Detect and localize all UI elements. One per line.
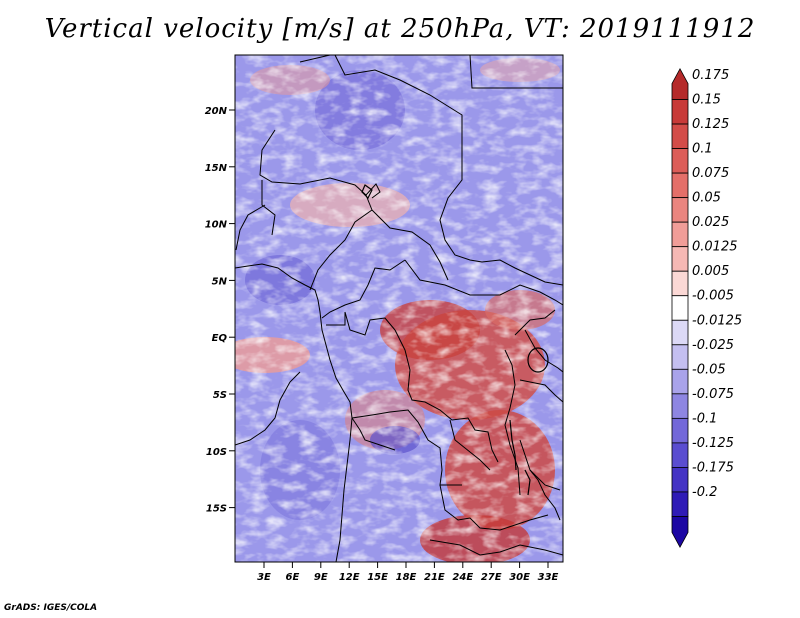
colorbar-label: -0.2	[692, 485, 717, 500]
colorbar-label: 0.15	[692, 93, 721, 108]
lon-label: 9E	[314, 572, 328, 583]
grads-credit: GrADS: IGES/COLA	[4, 603, 98, 613]
lat-label: 15N	[205, 163, 228, 174]
colorbar-label: 0.125	[692, 117, 729, 132]
lon-label: 3E	[257, 572, 271, 583]
lon-label: 12E	[339, 572, 360, 583]
colorbar-segment	[671, 172, 689, 199]
lat-label: 10S	[206, 447, 227, 458]
colorbar-label: -0.005	[692, 289, 734, 304]
colorbar-segment	[671, 221, 689, 248]
colorbar-segment	[671, 148, 689, 174]
colorbar-label: -0.025	[692, 338, 734, 353]
colorbar-segment	[671, 99, 689, 125]
colorbar-segment	[671, 197, 689, 223]
colorbar-segment	[671, 467, 689, 493]
colorbar-label: -0.125	[692, 436, 734, 451]
longitude-axis: 3E 6E 9E 12E 15E 18E 21E 24E 27E 30E 33E	[257, 562, 559, 583]
colorbar-label: 0.175	[692, 68, 729, 83]
colorbar-segment	[671, 319, 689, 346]
colorbar-segment	[671, 368, 689, 395]
lat-label: 5S	[213, 390, 227, 401]
colorbar-label: 0.1	[692, 142, 713, 157]
lat-label: 10N	[205, 220, 228, 231]
colorbar-label: -0.0125	[692, 313, 742, 328]
colorbar-segment	[671, 344, 689, 370]
lon-label: 24E	[452, 572, 473, 583]
colorbar-label: -0.075	[692, 387, 734, 402]
lakes	[361, 184, 549, 496]
lon-label: 33E	[538, 572, 559, 583]
colorbar: 0.175 0.15 0.125 0.1 0.075 0.05 0.025 0.0125 0.0…	[671, 68, 742, 548]
colorbar-segment	[671, 417, 689, 444]
colorbar-label: -0.175	[692, 460, 734, 475]
lon-label: 27E	[481, 572, 502, 583]
colorbar-label: 0.05	[692, 191, 721, 206]
colorbar-label: -0.1	[692, 411, 717, 426]
lon-label: 30E	[509, 572, 530, 583]
colorbar-segment	[671, 491, 689, 517]
colorbar-label: 0.005	[692, 264, 729, 279]
map-title: Vertical velocity [m/s] at 250hPa, VT: 2…	[44, 14, 756, 44]
colorbar-segment	[671, 442, 689, 468]
colorbar-label: -0.05	[692, 362, 726, 377]
colorbar-label: 0.0125	[692, 240, 738, 255]
lat-label: EQ	[212, 333, 228, 344]
map-panel	[235, 55, 563, 562]
contour-texture	[235, 55, 563, 562]
lat-label: 20N	[205, 106, 228, 117]
country-borders	[235, 55, 563, 562]
map-frame	[234, 54, 564, 563]
colorbar-label: 0.075	[692, 166, 729, 181]
colorbar-label: 0.025	[692, 215, 729, 230]
colorbar-segment	[671, 393, 689, 419]
colorbar-segment	[671, 123, 689, 149]
lon-label: 15E	[367, 572, 388, 583]
lon-label: 6E	[286, 572, 300, 583]
lon-label: 18E	[396, 572, 417, 583]
lat-label: 15S	[206, 504, 227, 515]
colorbar-segment	[671, 68, 689, 100]
lat-label: 5N	[212, 276, 228, 287]
colorbar-segment	[671, 246, 689, 272]
lon-label: 21E	[424, 572, 445, 583]
colorbar-segment	[671, 270, 689, 297]
colorbar-segment	[671, 516, 689, 548]
colorbar-segment	[671, 295, 689, 321]
latitude-axis: 20N 15N 10N 5N EQ 5S 10S 15S	[205, 106, 235, 515]
